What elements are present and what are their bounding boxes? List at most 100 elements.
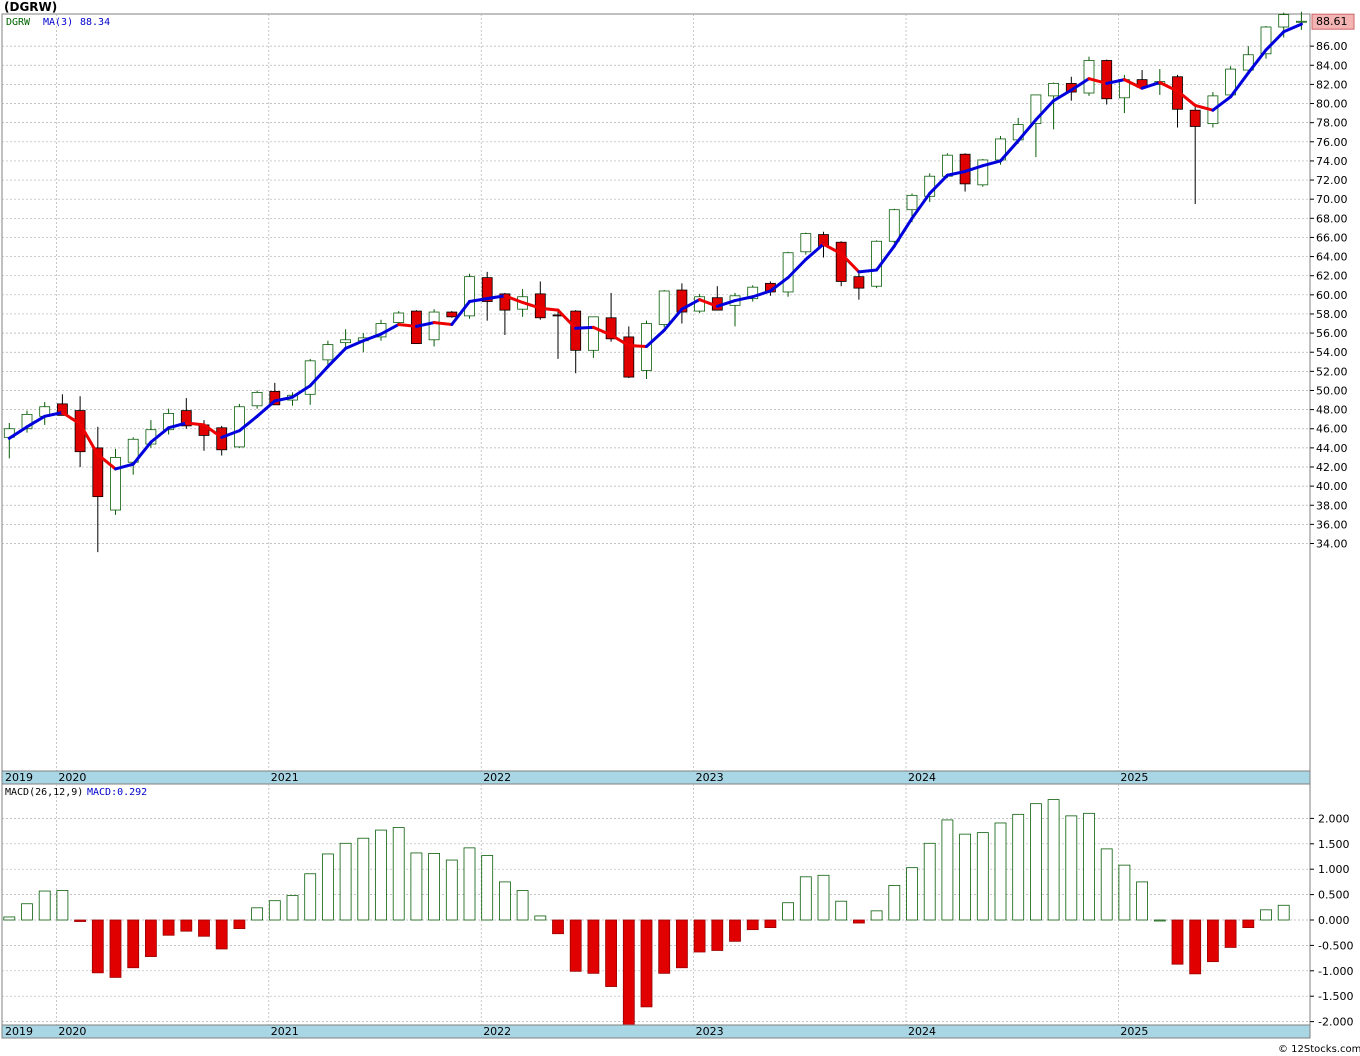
macd-bar [622, 919, 635, 1026]
ma-segment [131, 440, 153, 466]
candle-body [251, 391, 263, 407]
ma-segment [379, 322, 401, 336]
macd-bar [587, 919, 600, 974]
candle [570, 310, 582, 374]
ma-segment [1246, 48, 1268, 75]
ma-segment [397, 322, 418, 328]
ma-segment [167, 421, 188, 430]
legend-ma-label: MA(3) [43, 17, 73, 28]
price-tick-label: 50.00 [1316, 384, 1348, 397]
price-tick-label: 34.00 [1316, 538, 1348, 551]
ma-segment [237, 414, 259, 433]
macd-tick-label: -0.500 [1318, 939, 1353, 952]
candle [1030, 94, 1042, 158]
macd-bar [1224, 919, 1237, 948]
ma-segment [1193, 103, 1215, 112]
candle [623, 326, 635, 379]
macd-bar [1277, 904, 1290, 921]
macd-bar [127, 919, 140, 969]
macd-bar [516, 890, 529, 921]
macd-bar [286, 895, 299, 921]
ma-segment [645, 328, 666, 348]
price-tick-label: 46.00 [1316, 423, 1348, 436]
year-label-top: 2019 [5, 771, 33, 784]
ma-segment [432, 321, 454, 326]
macd-bar [676, 919, 688, 969]
macd-bar [1189, 919, 1202, 975]
year-axis-top [1, 770, 1311, 785]
macd-bar [693, 919, 706, 953]
candle [641, 320, 652, 380]
macd-tick-label: 1.500 [1318, 838, 1350, 851]
candle-body [21, 413, 33, 430]
macd-bar [410, 852, 423, 921]
candle [1260, 26, 1272, 59]
macd-bar [56, 890, 69, 921]
ma-segment [149, 426, 171, 444]
year-label-top: 2024 [908, 771, 936, 784]
ma-segment [96, 453, 117, 471]
candle-body [1030, 94, 1042, 125]
macd-bar [1136, 881, 1148, 921]
candle-body [588, 316, 599, 351]
year-label-bottom: 2021 [271, 1025, 299, 1038]
macd-bar [233, 919, 246, 930]
candle-body [322, 344, 334, 361]
candle-body [1189, 109, 1201, 127]
macd-bar [162, 919, 175, 936]
macd-bar [835, 900, 848, 921]
candle [747, 285, 759, 302]
year-axis-bottom [1, 1024, 1311, 1039]
price-tick-label: 40.00 [1316, 480, 1348, 493]
macd-legend-label: MACD(26,12,9) [5, 787, 83, 798]
ma-segment [875, 244, 896, 272]
moving-average-line [7, 22, 1303, 471]
price-tick-label: 58.00 [1316, 308, 1348, 321]
ma-segment [804, 242, 825, 261]
macd-bar [658, 919, 671, 974]
macd-year-grid [56, 784, 1119, 1025]
ma-segment [1282, 22, 1303, 34]
ma-segment [768, 276, 790, 293]
ma-segment [1264, 30, 1286, 52]
candle-body [304, 360, 316, 395]
macd-legend-value: MACD:0.292 [87, 787, 147, 798]
price-tick-label: 78.00 [1316, 117, 1348, 130]
ma-segment [928, 173, 949, 195]
price-tick-label: 38.00 [1316, 499, 1348, 512]
ma-segment [1069, 77, 1091, 92]
candle [835, 241, 847, 287]
macd-bar [375, 829, 387, 921]
candle [1189, 105, 1201, 204]
ma-segment [114, 462, 135, 471]
price-tick-label: 60.00 [1316, 289, 1348, 302]
macd-bar [268, 900, 281, 921]
candle [658, 290, 670, 328]
ma-segment [1105, 78, 1126, 85]
macd-bar [339, 842, 352, 921]
macd-bar [906, 867, 918, 921]
macd-tick-label: 1.000 [1318, 863, 1350, 876]
price-tick-label: 44.00 [1316, 442, 1348, 455]
candle [481, 271, 493, 321]
price-tick-label: 54.00 [1316, 346, 1348, 359]
chart-title: (DGRW) [4, 0, 57, 14]
macd-bar [941, 819, 954, 921]
ma-segment [715, 299, 737, 308]
legend-ma-value: 88.34 [80, 17, 110, 28]
last-price-label: 88.61 [1316, 15, 1348, 28]
macd-bar [959, 833, 971, 921]
price-tick-label: 42.00 [1316, 461, 1348, 474]
macd-bar [799, 876, 812, 921]
candle-body [1278, 14, 1290, 28]
candle [251, 390, 263, 409]
macd-axis: 2.000 1.500 1.000 0.500 0.000 -0.500 -1.000 -1.… [1310, 812, 1353, 1029]
candle-body [340, 339, 352, 344]
macd-tick-label: -1.500 [1318, 990, 1353, 1003]
macd-tick-label: 0.000 [1318, 914, 1350, 927]
macd-bar [481, 855, 494, 921]
candle [588, 316, 599, 358]
macd-bar [782, 902, 794, 921]
ma-segment [627, 344, 648, 348]
macd-bar [1030, 803, 1042, 921]
